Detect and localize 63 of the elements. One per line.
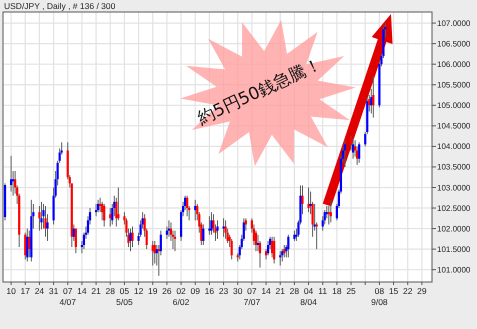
candlestick — [202, 224, 204, 246]
x-tick-label: 31 — [48, 286, 59, 296]
x-tick-label: 16 — [204, 286, 214, 296]
annotation: 約5円50銭急騰！ — [194, 54, 326, 129]
x-tick-label: 04 8/04 — [300, 286, 318, 307]
x-tick-label: 24 — [34, 286, 44, 296]
candlestick — [109, 208, 112, 228]
candlestick — [131, 226, 134, 248]
y-tick-label: 102.5000 — [437, 204, 471, 213]
y-tick-label: 106.5000 — [437, 39, 471, 48]
y-tick-label: 103.0000 — [437, 183, 471, 192]
x-tick-label: 15 — [388, 286, 399, 296]
y-tick-label: 102.0000 — [437, 224, 471, 234]
x-tick-label: 21 — [91, 286, 102, 296]
x-tick-label: 26 — [162, 286, 172, 296]
x-tick-label: 19 — [148, 286, 158, 296]
candlestick — [230, 238, 233, 260]
candlestick — [154, 240, 156, 264]
x-tick-label: 07 7/07 — [244, 286, 260, 307]
x-tick-label: 08 9/08 — [371, 286, 388, 307]
x-tick-label: 23 — [218, 286, 229, 296]
x-tick-label: 17 — [20, 286, 30, 296]
x-tick-label: 11 — [318, 286, 328, 296]
x-tick-label: 14 — [77, 286, 87, 296]
candlestick — [283, 244, 286, 258]
y-tick-label: 103.5000 — [437, 162, 471, 172]
candlestick — [372, 76, 374, 118]
candlestick — [38, 205, 41, 232]
x-tick-label: 28 — [106, 286, 116, 296]
candlestick — [74, 228, 77, 254]
x-tick-label: 25 — [346, 286, 356, 296]
x-tick-label: 21 — [275, 286, 286, 296]
x-tick-label: 29 — [417, 286, 427, 296]
x-tick-label: 10 — [6, 286, 16, 296]
y-tick-label: 105.0000 — [437, 101, 471, 110]
candlestick — [129, 228, 132, 252]
x-tick-label: 05 5/05 — [116, 286, 133, 307]
x-tick-label: 07 4/07 — [59, 286, 76, 307]
candlestick — [279, 250, 282, 266]
y-tick-label: 105.5000 — [437, 80, 471, 90]
candlestick — [24, 232, 26, 260]
x-tick-label: 22 — [402, 286, 413, 296]
x-tick-label: 09 — [190, 286, 200, 296]
y-tick-label: 101.5000 — [437, 244, 471, 254]
x-tick-label: 18 — [332, 286, 342, 296]
candlestick — [287, 234, 290, 258]
y-tick-label: 106.0000 — [437, 60, 471, 69]
y-tick-label: 101.0000 — [437, 265, 471, 274]
y-tick-label: 104.0000 — [437, 142, 471, 152]
y-tick-label: 104.5000 — [437, 122, 471, 131]
x-tick-label: 28 — [290, 286, 300, 296]
candlestick — [103, 203, 106, 228]
x-tick-label: 02 6/02 — [172, 286, 190, 307]
candlestick — [293, 230, 296, 242]
candlestick — [358, 142, 360, 164]
x-tick-label: 14 — [261, 286, 272, 296]
x-tick-label: 12 — [134, 286, 144, 296]
chart-title: USD/JPY , Daily , # 136 / 300 — [4, 1, 116, 11]
candlestick — [330, 199, 332, 223]
x-tick-label: 30 — [233, 286, 243, 296]
candlestick — [281, 248, 284, 262]
candlestick — [273, 236, 276, 264]
y-tick-label: 107.0000 — [437, 18, 471, 28]
